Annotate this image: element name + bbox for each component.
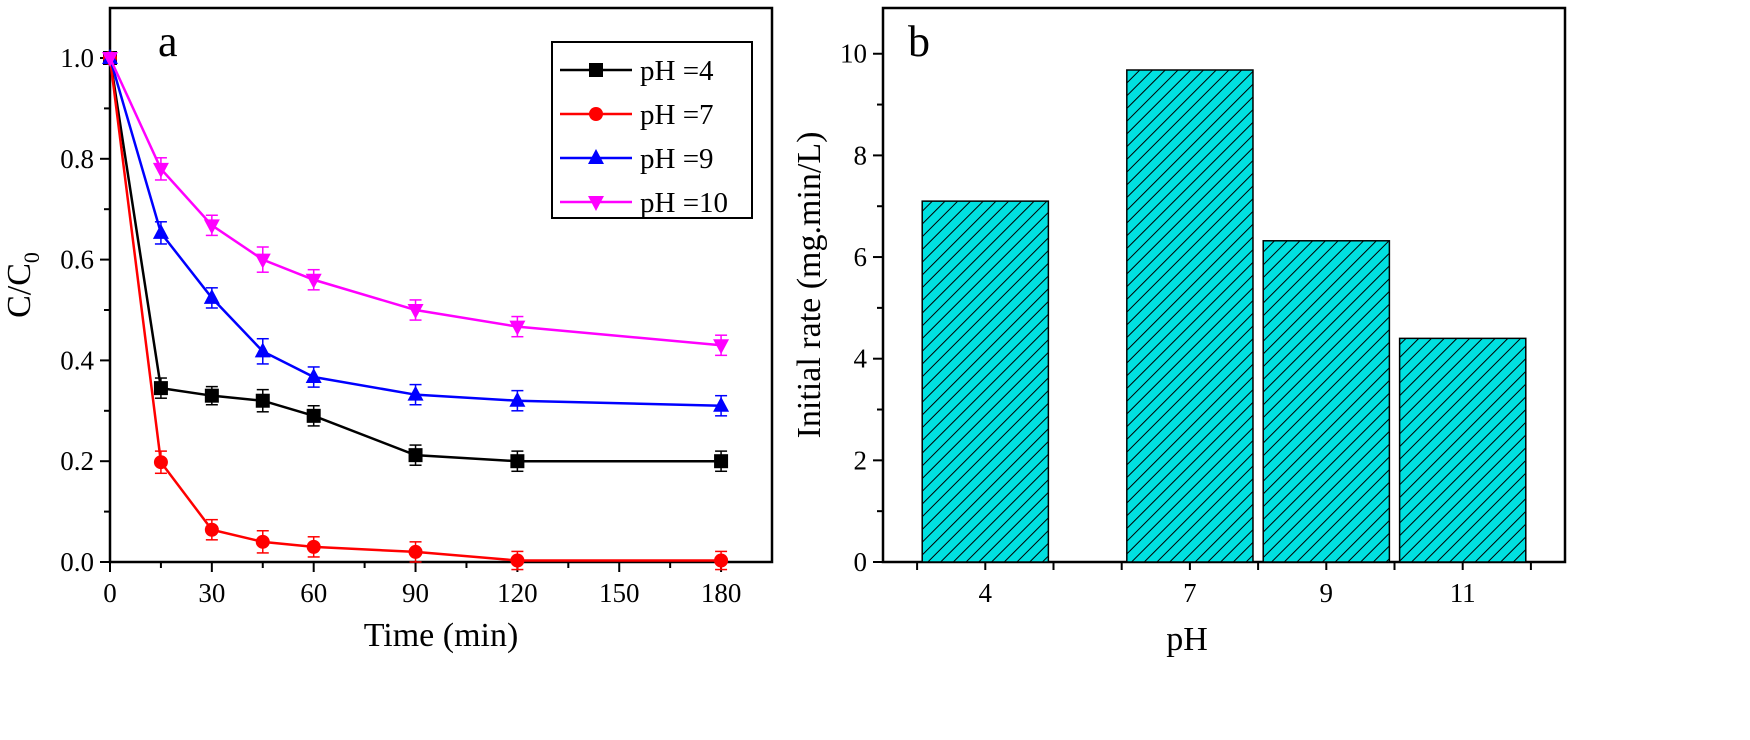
x-tick-label: 9: [1320, 578, 1334, 608]
bar-ph-4: [921, 200, 1050, 563]
legend-marker: [588, 149, 604, 164]
series-line: [108, 57, 722, 408]
panel-b-y-axis-label: Initial rate (mg.min/L): [791, 132, 828, 439]
x-tick-label: 120: [497, 578, 538, 608]
data-point-triangle-up: [407, 385, 424, 401]
y-tick-label: 0.6: [60, 245, 94, 275]
series-line: [108, 57, 722, 463]
y-tick-label: 0.2: [60, 446, 94, 476]
data-point-square: [153, 381, 168, 396]
data-point-square: [408, 448, 423, 463]
data-point-triangle-up: [713, 396, 730, 412]
legend-label: pH =4: [640, 55, 714, 87]
data-point-square: [255, 393, 270, 408]
data-point-triangle-up: [203, 288, 220, 304]
series-ph-9: [102, 49, 730, 417]
panel-a-letter: a: [158, 17, 178, 66]
x-tick-label: 0: [103, 578, 117, 608]
data-point-triangle-up: [509, 391, 526, 407]
bar-ph-11: [1398, 337, 1527, 563]
data-point-triangle-down: [407, 304, 424, 319]
y-tick-label: 2: [854, 445, 868, 475]
panel-b-x-axis-label: pH: [1166, 621, 1208, 658]
data-point-triangle-down: [254, 253, 271, 269]
panel-a-y-axis-label-group: C/C0: [1, 252, 44, 318]
series-ph-4: [103, 51, 729, 473]
y-tick-label: 4: [854, 344, 868, 374]
legend-label: pH =7: [640, 99, 714, 131]
y-tick-label: 8: [854, 140, 868, 170]
panel-a-frame: [108, 6, 774, 564]
data-point-circle: [204, 522, 219, 537]
data-point-square: [306, 408, 321, 423]
y-tick-label: 0.0: [60, 547, 94, 577]
series-line: [108, 57, 722, 562]
data-point-triangle-down: [102, 52, 118, 67]
data-point-square: [510, 454, 525, 469]
legend-marker: [589, 107, 603, 121]
legend-label: pH =9: [640, 143, 714, 175]
data-point-triangle-down: [305, 273, 322, 289]
legend-label: pH =10: [640, 187, 728, 219]
data-point-triangle-down: [713, 339, 730, 355]
bar-ph-7: [1126, 69, 1254, 563]
y-tick-label: 0: [854, 547, 868, 577]
panel-a-y-axis-label-main: C/C: [1, 263, 38, 318]
x-tick-label: 60: [300, 578, 327, 608]
x-tick-label: 90: [402, 578, 429, 608]
y-tick-label: 0.4: [60, 345, 94, 375]
x-tick-label: 30: [198, 578, 225, 608]
data-point-triangle-up: [305, 368, 322, 384]
data-point-circle: [408, 544, 423, 559]
data-point-triangle-up: [254, 342, 271, 358]
data-point-square: [204, 388, 219, 403]
legend-box: [551, 41, 753, 219]
y-tick-label: 6: [854, 242, 868, 272]
panel-b-letter: b: [908, 17, 930, 66]
panel-a-y-axis-label: C/C0: [1, 252, 44, 318]
x-tick-label: 7: [1183, 578, 1197, 608]
x-tick-label: 180: [701, 578, 742, 608]
data-point-triangle-down: [152, 162, 169, 178]
data-point-triangle-down: [203, 219, 220, 235]
y-tick-label: 10: [840, 39, 867, 69]
data-point-circle: [510, 553, 525, 568]
legend-marker: [589, 63, 603, 77]
legend-marker: [588, 196, 604, 211]
data-point-square: [714, 454, 729, 469]
data-point-circle: [306, 539, 321, 554]
panel-b: 0 2 4 6 8 10 4 7 9 11 b pH Initial rate (mg.min/L…: [791, 6, 1567, 658]
data-point-circle: [714, 553, 729, 568]
data-point-triangle-down: [509, 320, 526, 336]
x-tick-label: 150: [599, 578, 640, 608]
panel-a-x-axis-label: Time (min): [364, 617, 519, 654]
bar-ph-9: [1262, 240, 1391, 563]
x-tick-label: 11: [1450, 578, 1476, 608]
series-line: [108, 57, 722, 347]
panel-a-y-axis-label-subscript: 0: [19, 252, 44, 263]
panel-a-legend: pH =4 pH =7 pH =9 pH =10: [551, 41, 753, 219]
y-tick-label: 1.0: [60, 43, 94, 73]
y-tick-label: 0.8: [60, 144, 94, 174]
x-tick-label: 4: [979, 578, 993, 608]
panel-b-y-axis-label-group: Initial rate (mg.min/L): [791, 132, 828, 439]
data-point-circle: [255, 534, 270, 549]
data-point-circle: [153, 455, 168, 470]
series-ph-7: [103, 51, 729, 571]
data-point-triangle-up: [152, 223, 169, 239]
panel-a: 0 30 60 90 120 150 180 0.0 0.2 0.4 0.6 0.8 1.0 a Tim…: [1, 6, 774, 654]
series-ph-10: [102, 52, 730, 357]
